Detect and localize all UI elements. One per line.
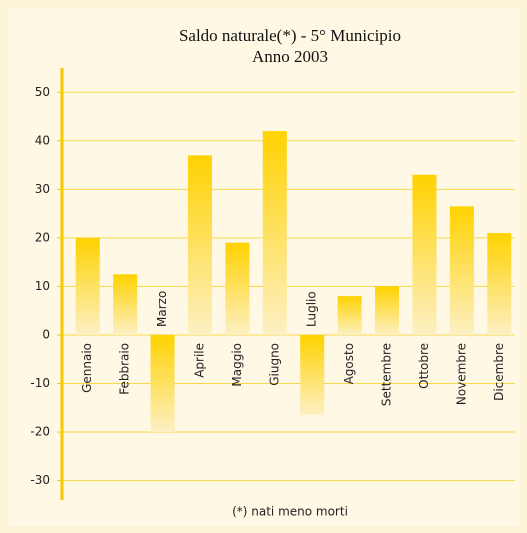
chart-subtitle: Anno 2003	[252, 47, 328, 66]
bar	[262, 131, 287, 335]
bar	[75, 237, 100, 335]
x-tick-label: Gennaio	[80, 343, 94, 393]
bar	[150, 334, 175, 433]
y-tick-label: -20	[30, 425, 50, 439]
y-tick-label: -10	[30, 376, 50, 390]
x-tick-label: Luglio	[305, 291, 319, 327]
bar	[449, 206, 474, 335]
x-tick-label: Marzo	[155, 291, 169, 327]
y-tick-label: 10	[35, 279, 50, 293]
bar	[113, 274, 138, 335]
y-tick-label: 20	[35, 230, 50, 244]
y-tick-label: 40	[35, 133, 50, 147]
y-tick-label: -30	[30, 473, 50, 487]
x-tick-label: Aprile	[192, 343, 206, 378]
x-tick-label: Settembre	[380, 343, 394, 406]
y-tick-label: 0	[42, 327, 50, 341]
bar	[487, 233, 512, 335]
bar	[300, 334, 325, 416]
y-tick-label: 50	[35, 85, 50, 99]
y-tick-label: 30	[35, 182, 50, 196]
bar	[337, 296, 362, 335]
footnote: (*) nati meno morti	[232, 505, 348, 519]
x-tick-label: Novembre	[454, 343, 468, 405]
x-tick-label: Giugno	[267, 343, 281, 386]
x-tick-label: Dicembre	[492, 343, 506, 401]
bar	[187, 155, 212, 335]
x-tick-label: Maggio	[230, 343, 244, 387]
bar	[225, 242, 250, 335]
x-tick-label: Ottobre	[417, 343, 431, 389]
x-tick-label: Agosto	[342, 343, 356, 384]
bar	[375, 286, 400, 335]
x-tick-label: Febbraio	[118, 343, 132, 395]
bar	[412, 174, 437, 335]
chart-title: Saldo naturale(*) - 5° Municipio	[179, 26, 401, 45]
